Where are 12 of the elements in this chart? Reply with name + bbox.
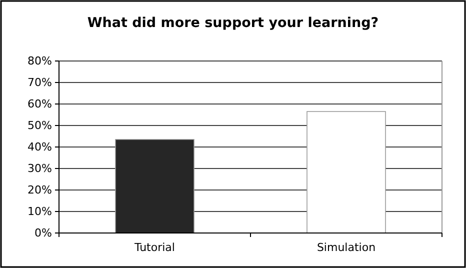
y-tick-label: 70% <box>28 76 52 90</box>
x-tick-label: Tutorial <box>134 240 175 254</box>
x-tick-label: Simulation <box>316 240 376 254</box>
y-tick-label: 50% <box>28 119 52 132</box>
y-tick-label: 0% <box>34 226 52 240</box>
y-tick-label: 40% <box>28 140 52 154</box>
chart-title: What did more support your learning? <box>87 15 379 31</box>
y-tick-label: 80% <box>28 54 52 68</box>
y-tick-label: 20% <box>28 184 52 197</box>
y-tick-label: 30% <box>28 162 52 176</box>
y-tick-label: 10% <box>28 205 52 218</box>
y-tick-label: 60% <box>28 98 52 111</box>
